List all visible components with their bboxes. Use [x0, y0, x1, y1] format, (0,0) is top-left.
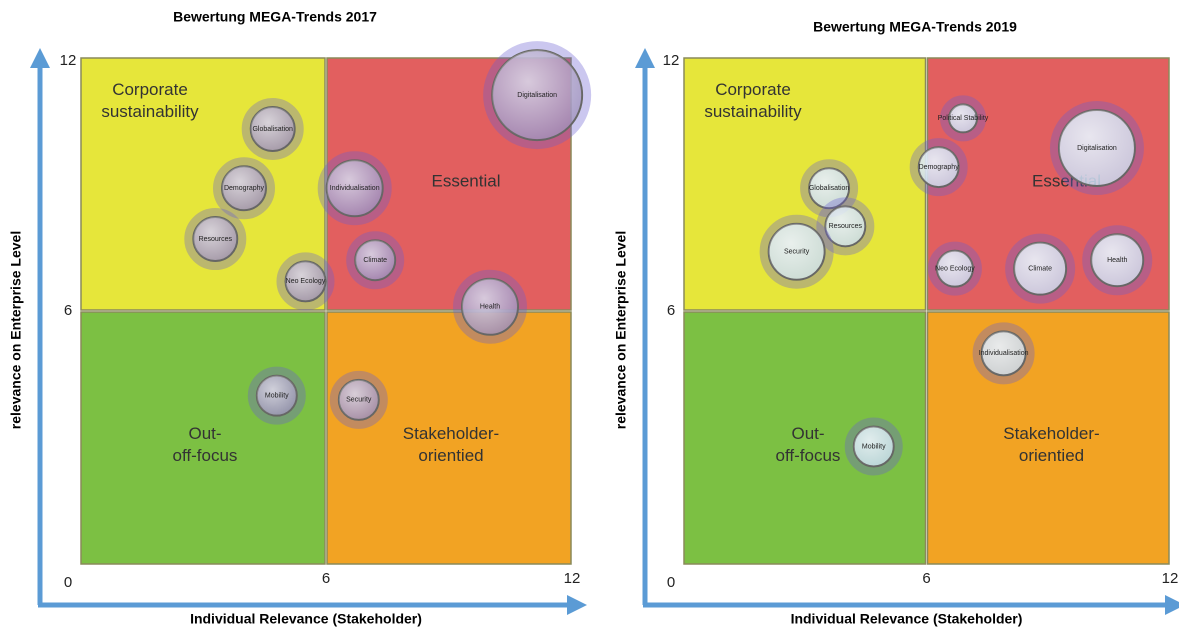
- bubble-glow: [940, 95, 987, 142]
- bubble-label: Digitalisation: [1077, 145, 1117, 152]
- bubble-glow: [972, 322, 1035, 385]
- bubble-glow: [247, 366, 306, 425]
- bubble-shine: [936, 250, 973, 287]
- y-axis-label: relevance on Enterprise Level: [613, 231, 629, 429]
- quadrant-label: Stakeholder-orientied: [1003, 424, 1099, 465]
- bubble-shine: [1014, 242, 1067, 295]
- chart-title: Bewertung MEGA-Trends 2017: [173, 9, 377, 25]
- y-tick-label: 0: [64, 574, 72, 591]
- x-tick-label: 12: [564, 570, 581, 587]
- x-tick-label: 6: [922, 570, 930, 587]
- bubble-shine: [326, 160, 383, 217]
- bubble-glow: [346, 231, 405, 290]
- bubble-glow: [184, 208, 247, 271]
- bubble-shine: [1091, 234, 1144, 287]
- quadrant-label: Stakeholder-orientied: [403, 424, 499, 465]
- bubble-label: Climate: [1028, 266, 1052, 273]
- bubble-label: Individualisation: [979, 350, 1029, 357]
- bubble-label: Security: [346, 397, 372, 404]
- bubble-label: Digitalisation: [517, 92, 557, 99]
- bubble-glow: [329, 370, 388, 429]
- bubble-glow: [1082, 225, 1153, 296]
- bubble-glow: [1049, 101, 1144, 196]
- bubble-glow: [483, 41, 592, 150]
- bubble-glow: [1005, 233, 1076, 304]
- bubble-shine: [825, 206, 866, 247]
- bubble-label: Security: [784, 249, 810, 256]
- bubble-label: Mobility: [862, 443, 886, 450]
- bubble-shine: [768, 223, 825, 280]
- quadrant: [80, 311, 326, 565]
- quadrant: [326, 311, 572, 565]
- chart-title: Bewertung MEGA-Trends 2019: [813, 19, 1017, 35]
- quadrant-label: Corporate sustainability: [704, 80, 802, 121]
- bubble-shine: [250, 106, 295, 151]
- bubble-shine: [809, 168, 850, 209]
- bubble-shine: [256, 375, 297, 416]
- quadrant: [80, 57, 326, 311]
- quadrant-label: Corporate sustainability: [101, 80, 199, 121]
- bubble-shine: [193, 217, 238, 262]
- y-tick-label: 0: [667, 574, 675, 591]
- bubble-shine: [492, 50, 583, 141]
- bubble-glow: [759, 214, 834, 289]
- bubble-glow: [241, 97, 304, 160]
- quadrant-label: Out-off-focus: [776, 424, 841, 465]
- bubble-glow: [276, 252, 335, 311]
- x-tick-label: 12: [1162, 570, 1179, 587]
- bubble-label: Globalisation: [252, 126, 293, 133]
- bubble-glow: [844, 417, 903, 476]
- bubble-glow: [453, 269, 527, 344]
- bubble-glow: [816, 197, 875, 256]
- y-tick-label: 6: [64, 302, 72, 319]
- quadrant-label: Essential: [432, 171, 501, 190]
- bubble-glow: [213, 157, 275, 220]
- bubble-shine: [853, 426, 894, 467]
- bubble-shine: [355, 240, 396, 281]
- bubble-shine: [338, 379, 379, 420]
- bubble-label: Neo Ecology: [935, 266, 975, 273]
- bubble-label: Resources: [829, 223, 863, 230]
- bubble-shine: [981, 331, 1026, 376]
- bubble-label: Mobility: [265, 393, 289, 400]
- bubble-label: Resources: [199, 236, 233, 243]
- bubble-label: Health: [480, 304, 500, 311]
- bubble-glow: [317, 151, 392, 226]
- bubble-shine: [949, 104, 978, 133]
- y-tick-label: 6: [667, 302, 675, 319]
- bubble-label: Individualisation: [330, 185, 380, 192]
- bubble-label: Globalisation: [809, 185, 850, 192]
- quadrant: [926, 311, 1170, 565]
- y-tick-label: 12: [60, 52, 77, 69]
- bubble-shine: [462, 278, 518, 335]
- bubble-shine: [285, 261, 326, 302]
- bubble-label: Neo Ecology: [286, 278, 326, 285]
- bubble-label: Health: [1107, 257, 1127, 264]
- y-tick-label: 12: [663, 52, 680, 69]
- bubble-glow: [927, 241, 982, 296]
- x-axis-label: Individual Relevance (Stakeholder): [190, 611, 422, 627]
- x-axis-label: Individual Relevance (Stakeholder): [791, 611, 1023, 627]
- bubble-label: Political Stability: [938, 115, 989, 122]
- bubble-label: Demography: [224, 185, 265, 192]
- bubble-shine: [1058, 110, 1135, 187]
- y-axis-label: relevance on Enterprise Level: [8, 231, 24, 429]
- bubble-shine: [918, 147, 959, 188]
- bubble-glow: [909, 138, 968, 197]
- bubble-shine: [222, 166, 266, 211]
- x-tick-label: 6: [322, 570, 330, 587]
- bubble-label: Climate: [363, 257, 387, 264]
- quadrant-label: Out-off-focus: [173, 424, 238, 465]
- bubble-label: Demography: [919, 164, 960, 171]
